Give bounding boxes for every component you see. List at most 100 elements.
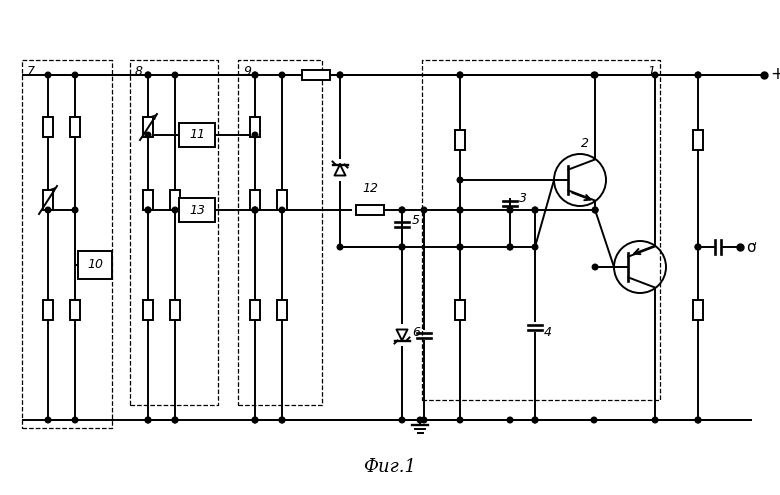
Circle shape	[457, 72, 463, 78]
Circle shape	[73, 417, 78, 423]
Text: Фиг.1: Фиг.1	[363, 458, 417, 476]
Circle shape	[279, 207, 285, 213]
Circle shape	[532, 417, 537, 423]
Circle shape	[695, 72, 700, 78]
Circle shape	[45, 72, 51, 78]
Circle shape	[252, 417, 258, 423]
Circle shape	[73, 72, 78, 78]
Circle shape	[145, 207, 151, 213]
Circle shape	[457, 207, 463, 213]
Circle shape	[591, 417, 597, 423]
Text: 11: 11	[189, 129, 205, 142]
Bar	[455, 130, 465, 150]
Circle shape	[507, 244, 512, 250]
Circle shape	[507, 207, 512, 213]
Circle shape	[252, 417, 258, 423]
Circle shape	[507, 244, 512, 250]
Bar	[43, 190, 53, 210]
Circle shape	[421, 417, 427, 423]
Text: 12: 12	[362, 182, 378, 195]
Circle shape	[695, 244, 700, 250]
Text: 5: 5	[412, 214, 420, 228]
Circle shape	[145, 417, 151, 423]
Circle shape	[73, 207, 78, 213]
Circle shape	[457, 177, 463, 183]
Bar	[693, 130, 703, 150]
Circle shape	[252, 132, 258, 138]
Bar	[43, 117, 53, 137]
Bar	[356, 205, 384, 215]
Bar	[179, 198, 215, 222]
Bar	[455, 300, 465, 320]
Circle shape	[172, 417, 178, 423]
Text: 8: 8	[135, 65, 143, 78]
Bar	[143, 117, 153, 137]
Circle shape	[532, 207, 537, 213]
Circle shape	[457, 207, 463, 213]
Bar	[70, 300, 80, 320]
Circle shape	[337, 72, 342, 78]
Circle shape	[507, 417, 512, 423]
Bar	[143, 300, 153, 320]
Circle shape	[457, 244, 463, 250]
Bar	[277, 300, 287, 320]
Circle shape	[457, 244, 463, 250]
Circle shape	[145, 72, 151, 78]
Circle shape	[145, 207, 151, 213]
Bar	[179, 123, 215, 147]
Circle shape	[337, 72, 342, 78]
Circle shape	[532, 207, 537, 213]
Text: 1: 1	[647, 65, 655, 78]
Bar	[277, 190, 287, 210]
Circle shape	[695, 72, 700, 78]
Circle shape	[399, 207, 405, 213]
Circle shape	[592, 264, 598, 270]
Circle shape	[695, 244, 700, 250]
Text: 10: 10	[87, 258, 103, 271]
Circle shape	[457, 72, 463, 78]
Circle shape	[592, 72, 598, 78]
Text: 3: 3	[519, 192, 527, 204]
Bar	[170, 190, 180, 210]
Bar	[43, 300, 53, 320]
Circle shape	[417, 417, 423, 423]
Circle shape	[695, 417, 700, 423]
Circle shape	[45, 417, 51, 423]
Text: 2: 2	[581, 137, 589, 150]
Circle shape	[252, 207, 258, 213]
Text: +: +	[770, 65, 780, 83]
Bar	[170, 300, 180, 320]
Text: 9: 9	[243, 65, 251, 78]
Circle shape	[252, 72, 258, 78]
Circle shape	[172, 207, 178, 213]
Circle shape	[45, 207, 51, 213]
Bar	[250, 300, 260, 320]
Bar	[250, 117, 260, 137]
Bar	[250, 190, 260, 210]
Circle shape	[145, 72, 151, 78]
Circle shape	[399, 244, 405, 250]
Circle shape	[252, 72, 258, 78]
Circle shape	[337, 244, 342, 250]
Circle shape	[591, 72, 597, 78]
Circle shape	[592, 207, 598, 213]
Circle shape	[457, 417, 463, 423]
Circle shape	[652, 72, 658, 78]
Circle shape	[252, 207, 258, 213]
Bar	[70, 117, 80, 137]
Bar	[143, 190, 153, 210]
Circle shape	[279, 72, 285, 78]
Circle shape	[695, 417, 700, 423]
Circle shape	[399, 417, 405, 423]
Circle shape	[532, 417, 537, 423]
Circle shape	[172, 72, 178, 78]
Circle shape	[652, 417, 658, 423]
Circle shape	[145, 417, 151, 423]
Text: ơ: ơ	[746, 240, 755, 254]
Bar	[693, 300, 703, 320]
Circle shape	[399, 244, 405, 250]
Circle shape	[145, 132, 151, 138]
Bar	[78, 251, 112, 279]
Text: 13: 13	[189, 203, 205, 216]
Circle shape	[252, 207, 258, 213]
